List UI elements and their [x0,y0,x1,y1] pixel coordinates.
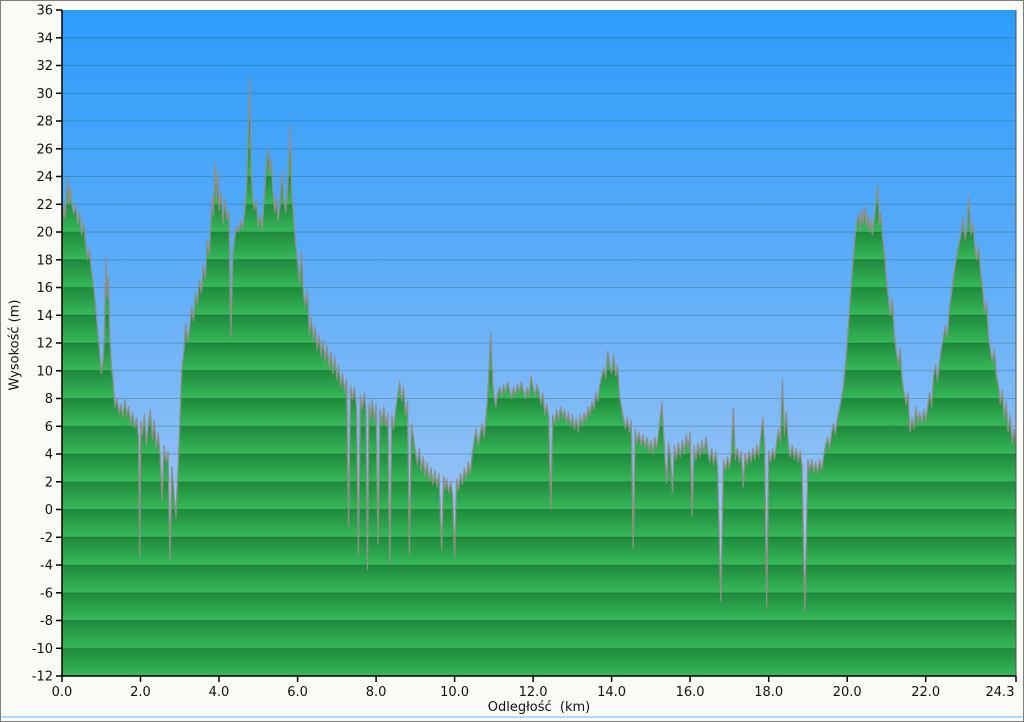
x-tick-label: 22.0 [911,685,940,700]
x-tick-label: 18.0 [754,685,783,700]
x-tick-label: 2.0 [130,685,151,700]
y-tick-label: -12 [32,670,53,685]
y-tick-label: 20 [36,226,53,241]
y-tick-label: -6 [40,586,53,601]
x-tick-label: 10.0 [440,685,469,700]
y-tick-label: 14 [36,309,53,324]
y-tick-label: 24 [36,170,53,185]
y-tick-label: 10 [36,364,53,379]
y-axis-title: Wysokość (m) [7,299,23,391]
y-tick-label: -4 [40,559,53,574]
y-tick-label: 6 [45,420,53,435]
y-tick-label: 16 [36,281,53,296]
y-tick-label: -8 [40,614,53,629]
y-tick-label: 30 [36,87,53,102]
elevation-area [62,76,1016,677]
x-axis-title: Odległość (km) [487,700,591,715]
y-tick-label: 2 [45,475,53,490]
y-tick-label: -10 [32,642,53,657]
x-tick-label: 16.0 [676,685,705,700]
y-tick-label: 32 [36,59,53,74]
y-tick-label: 28 [36,115,53,130]
y-tick-label: 26 [36,142,53,157]
y-tick-label: 8 [45,392,53,407]
y-tick-label: 36 [36,4,53,19]
x-tick-label: 12.0 [519,685,548,700]
y-tick-label: 4 [45,448,53,463]
x-tick-label: 20.0 [833,685,862,700]
y-tick-label: 22 [36,198,53,213]
y-tick-label: 0 [45,503,53,518]
y-tick-label: -2 [40,531,53,546]
y-tick-label: 34 [36,31,53,46]
x-tick-label: 14.0 [597,685,626,700]
y-tick-label: 18 [36,253,53,268]
x-tick-label: 6.0 [287,685,308,700]
window-bottom-accent [1,716,1023,718]
x-tick-label: 4.0 [209,685,230,700]
elevation-line [61,75,1017,612]
x-tick-label: 8.0 [366,685,387,700]
x-tick-label: 24.3 [986,685,1015,700]
y-tick-label: 12 [36,337,53,352]
x-tick-label: 0.0 [52,685,73,700]
